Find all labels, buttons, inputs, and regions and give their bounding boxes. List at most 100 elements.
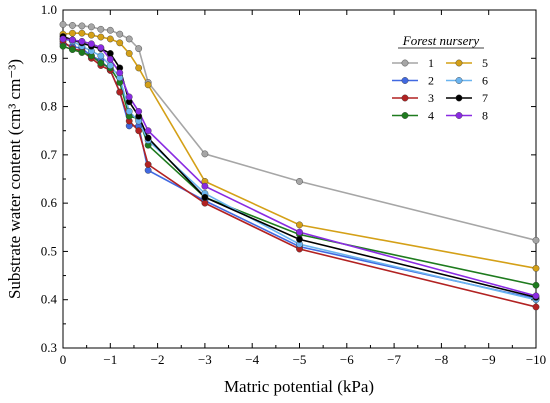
y-tick-label: 0.5 xyxy=(41,243,57,258)
data-point-series-8 xyxy=(201,182,209,190)
y-axis-title: Substrate water content (cm³ cm⁻³) xyxy=(5,59,24,299)
data-point-series-4 xyxy=(532,281,540,289)
x-tick-label: −4 xyxy=(245,352,259,367)
data-point-series-5 xyxy=(144,81,152,89)
data-point-series-1 xyxy=(59,21,67,28)
legend-title: Forest nursery xyxy=(402,33,480,48)
data-point-series-8 xyxy=(106,55,114,63)
data-point-series-3 xyxy=(201,199,209,207)
legend-label-8: 8 xyxy=(482,109,488,123)
data-point-series-8 xyxy=(144,127,152,135)
x-tick-label: −2 xyxy=(151,352,165,367)
x-tick-label: −7 xyxy=(387,352,401,367)
data-point-series-1 xyxy=(135,45,143,53)
y-tick-label: 1.0 xyxy=(41,2,57,17)
data-point-series-3 xyxy=(144,161,152,168)
data-point-series-5 xyxy=(532,264,540,272)
legend-swatch-marker-1 xyxy=(401,59,409,67)
data-point-series-8 xyxy=(59,35,67,43)
x-tick-label: −8 xyxy=(434,352,448,367)
data-point-series-8 xyxy=(116,69,124,77)
data-point-series-4 xyxy=(78,49,86,56)
data-point-series-1 xyxy=(201,150,209,158)
data-point-series-8 xyxy=(87,40,95,48)
x-tick-label: 0 xyxy=(60,352,67,367)
data-point-series-8 xyxy=(135,108,143,115)
legend-swatch-marker-6 xyxy=(455,77,463,84)
data-point-series-6 xyxy=(97,52,105,60)
data-point-series-8 xyxy=(125,93,133,101)
data-point-series-5 xyxy=(69,29,76,37)
data-point-series-1 xyxy=(69,22,76,29)
y-tick-label: 0.4 xyxy=(41,292,58,307)
legend-swatch-marker-5 xyxy=(455,59,463,67)
data-point-series-2 xyxy=(144,166,152,174)
y-tick-label: 0.8 xyxy=(41,99,57,114)
data-point-series-5 xyxy=(135,64,143,72)
data-point-series-5 xyxy=(296,221,303,229)
series-lines xyxy=(62,23,537,308)
legend-label-6: 6 xyxy=(482,74,488,88)
data-point-series-5 xyxy=(116,39,124,47)
x-axis: 0 −1 −2 −3 −4 −5 −6 −7 −8 −9 −10 xyxy=(60,10,546,367)
x-axis-title: Matric potential (kPa) xyxy=(224,377,374,396)
legend-label-2: 2 xyxy=(428,74,434,88)
data-point-series-8 xyxy=(296,228,303,236)
series-line-8 xyxy=(62,38,537,297)
data-point-series-3 xyxy=(532,303,540,311)
data-point-series-5 xyxy=(87,31,95,39)
data-point-series-7 xyxy=(201,193,209,201)
data-point-series-1 xyxy=(296,178,303,185)
data-point-series-5 xyxy=(97,33,105,41)
data-point-series-8 xyxy=(78,37,86,45)
data-point-series-1 xyxy=(78,22,86,30)
data-point-series-5 xyxy=(106,35,114,43)
series-line-6 xyxy=(62,38,537,301)
x-tick-label: −10 xyxy=(526,352,546,367)
data-point-series-1 xyxy=(116,30,124,38)
data-point-series-4 xyxy=(69,46,76,53)
data-point-series-3 xyxy=(116,88,124,96)
legend-swatch-marker-8 xyxy=(455,112,463,119)
data-point-series-6 xyxy=(106,62,114,69)
x-tick-label: −1 xyxy=(103,352,117,367)
data-point-series-8 xyxy=(97,44,105,52)
data-point-series-4 xyxy=(97,59,105,67)
legend-swatch-marker-2 xyxy=(401,77,409,84)
legend-label-5: 5 xyxy=(482,56,488,70)
data-point-series-1 xyxy=(106,26,114,34)
data-point-series-6 xyxy=(125,108,133,115)
series-line-7 xyxy=(62,35,537,299)
x-tick-label: −6 xyxy=(340,352,354,367)
data-point-series-1 xyxy=(125,35,133,43)
data-point-series-8 xyxy=(69,36,76,44)
legend-swatch-marker-7 xyxy=(455,94,463,102)
legend-label-7: 7 xyxy=(482,91,488,105)
y-tick-label: 0.7 xyxy=(41,147,58,162)
x-tick-label: −5 xyxy=(293,352,307,367)
data-point-series-7 xyxy=(106,50,114,57)
legend-swatch-marker-3 xyxy=(401,94,409,102)
data-point-series-1 xyxy=(97,25,105,33)
data-point-series-5 xyxy=(78,29,86,37)
data-point-series-4 xyxy=(59,42,67,50)
legend-label-3: 3 xyxy=(428,91,434,105)
y-tick-label: 0.3 xyxy=(41,340,57,355)
series-line-1 xyxy=(62,23,537,242)
legend-label-4: 4 xyxy=(428,109,434,123)
series-line-2 xyxy=(62,43,537,300)
x-tick-label: −3 xyxy=(198,352,212,367)
data-point-series-5 xyxy=(125,50,133,57)
legend: Forest nursery 1 2 3 4 5 6 7 8 xyxy=(392,33,488,123)
x-tick-label: −9 xyxy=(482,352,496,367)
data-point-series-8 xyxy=(532,292,540,300)
series-points xyxy=(59,21,540,311)
legend-swatch-marker-4 xyxy=(401,112,409,119)
y-axis: 0.3 0.4 0.5 0.6 0.7 0.8 0.9 1.0 xyxy=(41,2,536,355)
legend-label-1: 1 xyxy=(428,56,434,70)
y-tick-label: 0.6 xyxy=(41,195,58,210)
data-point-series-7 xyxy=(144,134,152,142)
data-point-series-1 xyxy=(87,23,95,31)
data-point-series-3 xyxy=(135,127,143,135)
